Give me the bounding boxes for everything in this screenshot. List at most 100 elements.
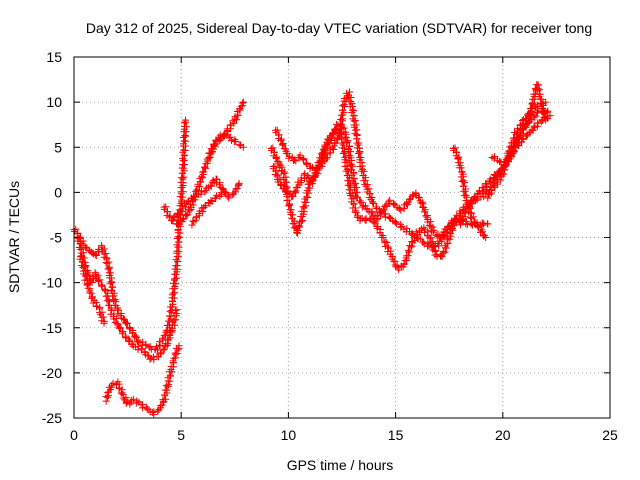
data-point — [345, 176, 353, 184]
data-point — [88, 279, 96, 287]
data-point — [173, 274, 181, 282]
data-point — [472, 195, 480, 203]
data-point — [96, 276, 104, 284]
data-point — [226, 133, 234, 141]
data-point — [98, 282, 106, 290]
data-point — [173, 220, 181, 228]
data-point — [201, 163, 209, 171]
data-point — [227, 137, 235, 145]
data-point — [189, 201, 197, 209]
data-point — [108, 306, 116, 314]
data-point — [99, 313, 107, 321]
chart-title: Day 312 of 2025, Sidereal Day-to-day VTE… — [86, 20, 592, 36]
data-point — [132, 332, 140, 340]
data-point — [102, 250, 110, 258]
data-point — [485, 190, 493, 198]
data-point — [182, 123, 190, 131]
x-axis-label: GPS time / hours — [287, 457, 394, 473]
data-point — [354, 141, 362, 149]
data-point — [459, 216, 467, 224]
data-point — [312, 165, 320, 173]
data-point — [289, 192, 297, 200]
data-point — [453, 148, 461, 156]
data-point — [479, 221, 487, 229]
y-axis-label: SDTVAR / TECUs — [6, 181, 22, 293]
data-point — [403, 252, 411, 260]
data-point — [78, 258, 86, 266]
data-point — [373, 224, 381, 232]
data-point — [337, 120, 345, 128]
data-point — [118, 389, 126, 397]
data-point — [290, 188, 298, 196]
data-point — [184, 197, 192, 205]
data-point — [104, 265, 112, 273]
data-point — [443, 226, 451, 234]
data-point — [286, 201, 294, 209]
data-point — [390, 257, 398, 265]
data-point — [422, 212, 430, 220]
data-point — [334, 135, 342, 143]
data-point — [192, 213, 200, 221]
data-point — [277, 181, 285, 189]
data-point — [420, 228, 428, 236]
data-point — [546, 112, 554, 120]
series-track-g — [188, 188, 228, 229]
data-point — [285, 202, 293, 210]
y-tick-label: -15 — [42, 320, 62, 336]
data-point — [413, 233, 421, 241]
data-point — [279, 141, 287, 149]
data-point — [224, 193, 232, 201]
data-point — [494, 176, 502, 184]
data-point — [466, 204, 474, 212]
data-point — [89, 299, 97, 307]
data-point — [534, 86, 542, 94]
data-point — [299, 156, 307, 164]
data-point — [239, 99, 247, 107]
data-point — [534, 119, 542, 127]
data-point — [112, 315, 120, 323]
data-point — [332, 139, 340, 147]
data-point — [386, 214, 394, 222]
data-point — [394, 264, 402, 272]
data-point — [521, 123, 529, 131]
data-point — [225, 191, 233, 199]
series-track-c — [76, 252, 108, 327]
data-point — [383, 239, 391, 247]
data-point — [207, 196, 215, 204]
data-point — [170, 213, 178, 221]
y-axis-ticks: -25 -20 -15 -10 -5 0 5 10 15 — [42, 49, 610, 426]
data-point — [403, 200, 411, 208]
data-point — [106, 274, 114, 282]
data-point — [468, 214, 476, 222]
data-point — [166, 212, 174, 220]
data-point — [100, 319, 108, 327]
data-point — [122, 333, 130, 341]
data-point — [308, 177, 316, 185]
data-point — [473, 196, 481, 204]
data-point — [484, 220, 492, 228]
data-point — [373, 216, 381, 224]
data-point — [365, 185, 373, 193]
data-point — [433, 250, 441, 258]
data-point — [192, 186, 200, 194]
data-point — [235, 179, 243, 187]
data-point — [407, 243, 415, 251]
data-point — [126, 337, 134, 345]
data-point — [440, 231, 448, 239]
data-point — [183, 212, 191, 220]
data-point — [139, 404, 147, 412]
y-tick-label: -25 — [42, 410, 62, 426]
y-tick-label: 10 — [46, 94, 62, 110]
data-point — [92, 251, 100, 259]
data-point — [101, 285, 109, 293]
data-point — [234, 111, 242, 119]
data-point — [189, 217, 197, 225]
data-point — [277, 135, 285, 143]
data-point — [366, 190, 374, 198]
data-point — [175, 342, 183, 350]
data-point — [538, 104, 546, 112]
data-point — [533, 102, 541, 110]
data-point — [91, 251, 99, 259]
data-point — [172, 316, 180, 324]
data-point — [369, 199, 377, 207]
